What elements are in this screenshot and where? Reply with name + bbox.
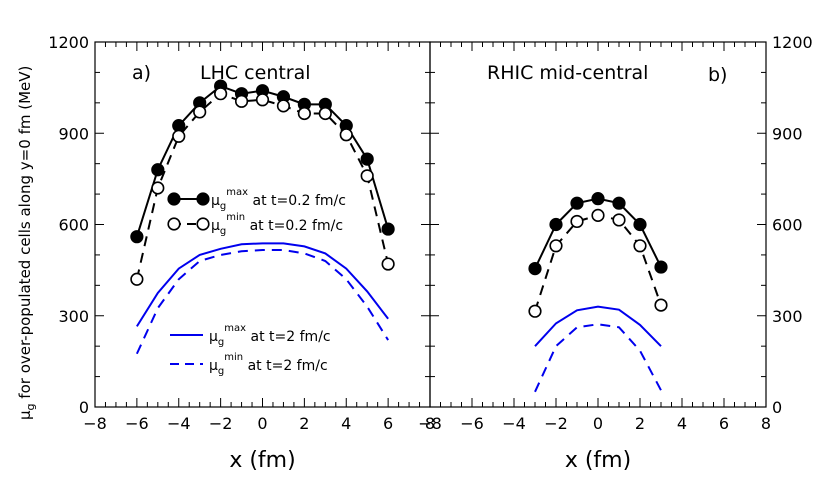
y-axis-title: μg for over-populated cells along y=0 fm… xyxy=(16,66,37,420)
x-tick-label: −4 xyxy=(502,414,526,433)
data-point xyxy=(654,260,668,274)
data-point xyxy=(234,94,249,108)
legend-label: μgmin at t=0.2 fm/c xyxy=(211,212,343,237)
x-tick-label: −6 xyxy=(460,414,484,433)
x-tick-label: −8 xyxy=(418,414,442,433)
series-layer xyxy=(130,79,668,393)
x-tick-label: 6 xyxy=(383,414,393,433)
legend-marker xyxy=(196,192,210,206)
data-point xyxy=(528,262,542,276)
data-point xyxy=(612,213,626,227)
x-tick-label: 8 xyxy=(425,414,435,433)
series-line xyxy=(534,305,662,347)
data-point xyxy=(214,87,228,101)
data-point xyxy=(570,214,584,229)
legend-label: μgmax at t=2 fm/c xyxy=(209,323,331,348)
x-tick-label: 0 xyxy=(257,414,267,433)
legend-label: μgmin at t=2 fm/c xyxy=(209,352,328,377)
x-tick-label: 0 xyxy=(593,414,603,433)
data-point xyxy=(528,304,542,318)
y-tick-label-right: 600 xyxy=(772,216,803,235)
x-tick-label: −4 xyxy=(167,414,191,433)
x-tick-label: −6 xyxy=(125,414,149,433)
x-tick-label: 2 xyxy=(299,414,309,433)
x-tick-label: −2 xyxy=(209,414,233,433)
data-point xyxy=(276,99,291,113)
y-tick-label-right: 300 xyxy=(772,307,803,326)
x-tick-label: 6 xyxy=(719,414,729,433)
y-tick-label-left: 600 xyxy=(58,216,89,235)
y-tick-label-right: 900 xyxy=(772,124,803,143)
axes-layer xyxy=(94,41,767,408)
data-point xyxy=(297,106,311,121)
data-point xyxy=(591,208,605,222)
data-point xyxy=(549,217,563,232)
data-point xyxy=(381,222,395,236)
data-point xyxy=(633,239,647,253)
data-point xyxy=(151,163,165,177)
legend-marker xyxy=(167,192,181,206)
panel-title-right: RHIC mid-central xyxy=(487,62,648,84)
panel-tag-right: b) xyxy=(708,64,727,86)
x-tick-label: 4 xyxy=(341,414,351,433)
x-tick-label: −8 xyxy=(83,414,107,433)
y-tick-label-right: 0 xyxy=(772,398,782,417)
data-point xyxy=(633,217,647,232)
y-tick-label-left: 300 xyxy=(58,307,89,326)
data-point xyxy=(151,181,165,195)
data-point xyxy=(172,129,186,143)
data-point xyxy=(612,196,626,210)
data-point xyxy=(360,169,374,183)
data-point xyxy=(654,298,668,312)
x-axis-title-right: x (fm) xyxy=(565,448,631,473)
x-tick-label: 8 xyxy=(761,414,771,433)
series-line xyxy=(136,242,389,327)
y-tick-label-left: 1200 xyxy=(48,33,89,52)
plot-frame-right xyxy=(429,41,767,408)
y-tick-label-right: 1200 xyxy=(772,33,813,52)
series-line xyxy=(534,323,662,393)
y-tick-label-left: 0 xyxy=(79,398,89,417)
data-point xyxy=(570,196,584,210)
data-point xyxy=(130,272,144,286)
legend-label: μgmax at t=0.2 fm/c xyxy=(211,187,346,212)
series-line xyxy=(135,249,389,355)
data-point xyxy=(360,152,374,166)
panel-tag-left: a) xyxy=(132,62,151,84)
data-point xyxy=(591,192,605,206)
data-point xyxy=(318,106,332,121)
legend-marker xyxy=(196,217,210,231)
data-point xyxy=(381,257,395,271)
panel-title-left: LHC central xyxy=(200,62,311,84)
data-point xyxy=(339,128,353,142)
data-point xyxy=(549,239,563,253)
x-tick-label: 4 xyxy=(677,414,687,433)
x-tick-label: −2 xyxy=(544,414,568,433)
y-tick-label-left: 900 xyxy=(58,124,89,143)
data-point xyxy=(193,105,207,119)
legend-marker xyxy=(167,217,181,231)
data-point xyxy=(255,93,270,107)
data-point xyxy=(130,230,144,244)
series-line xyxy=(135,84,390,237)
x-axis-title-left: x (fm) xyxy=(229,448,295,473)
x-tick-label: 2 xyxy=(635,414,645,433)
